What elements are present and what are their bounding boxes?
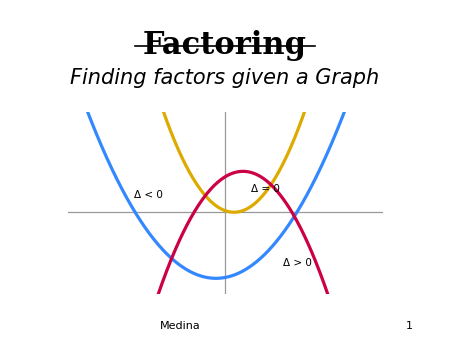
Text: Δ > 0: Δ > 0 [283,258,311,268]
Text: Finding factors given a Graph: Finding factors given a Graph [70,68,380,88]
Text: Δ = 0: Δ = 0 [251,184,280,194]
Text: Factoring: Factoring [143,30,307,62]
Text: Medina: Medina [160,321,200,331]
Text: Δ < 0: Δ < 0 [134,190,163,200]
Text: 1: 1 [406,321,413,331]
